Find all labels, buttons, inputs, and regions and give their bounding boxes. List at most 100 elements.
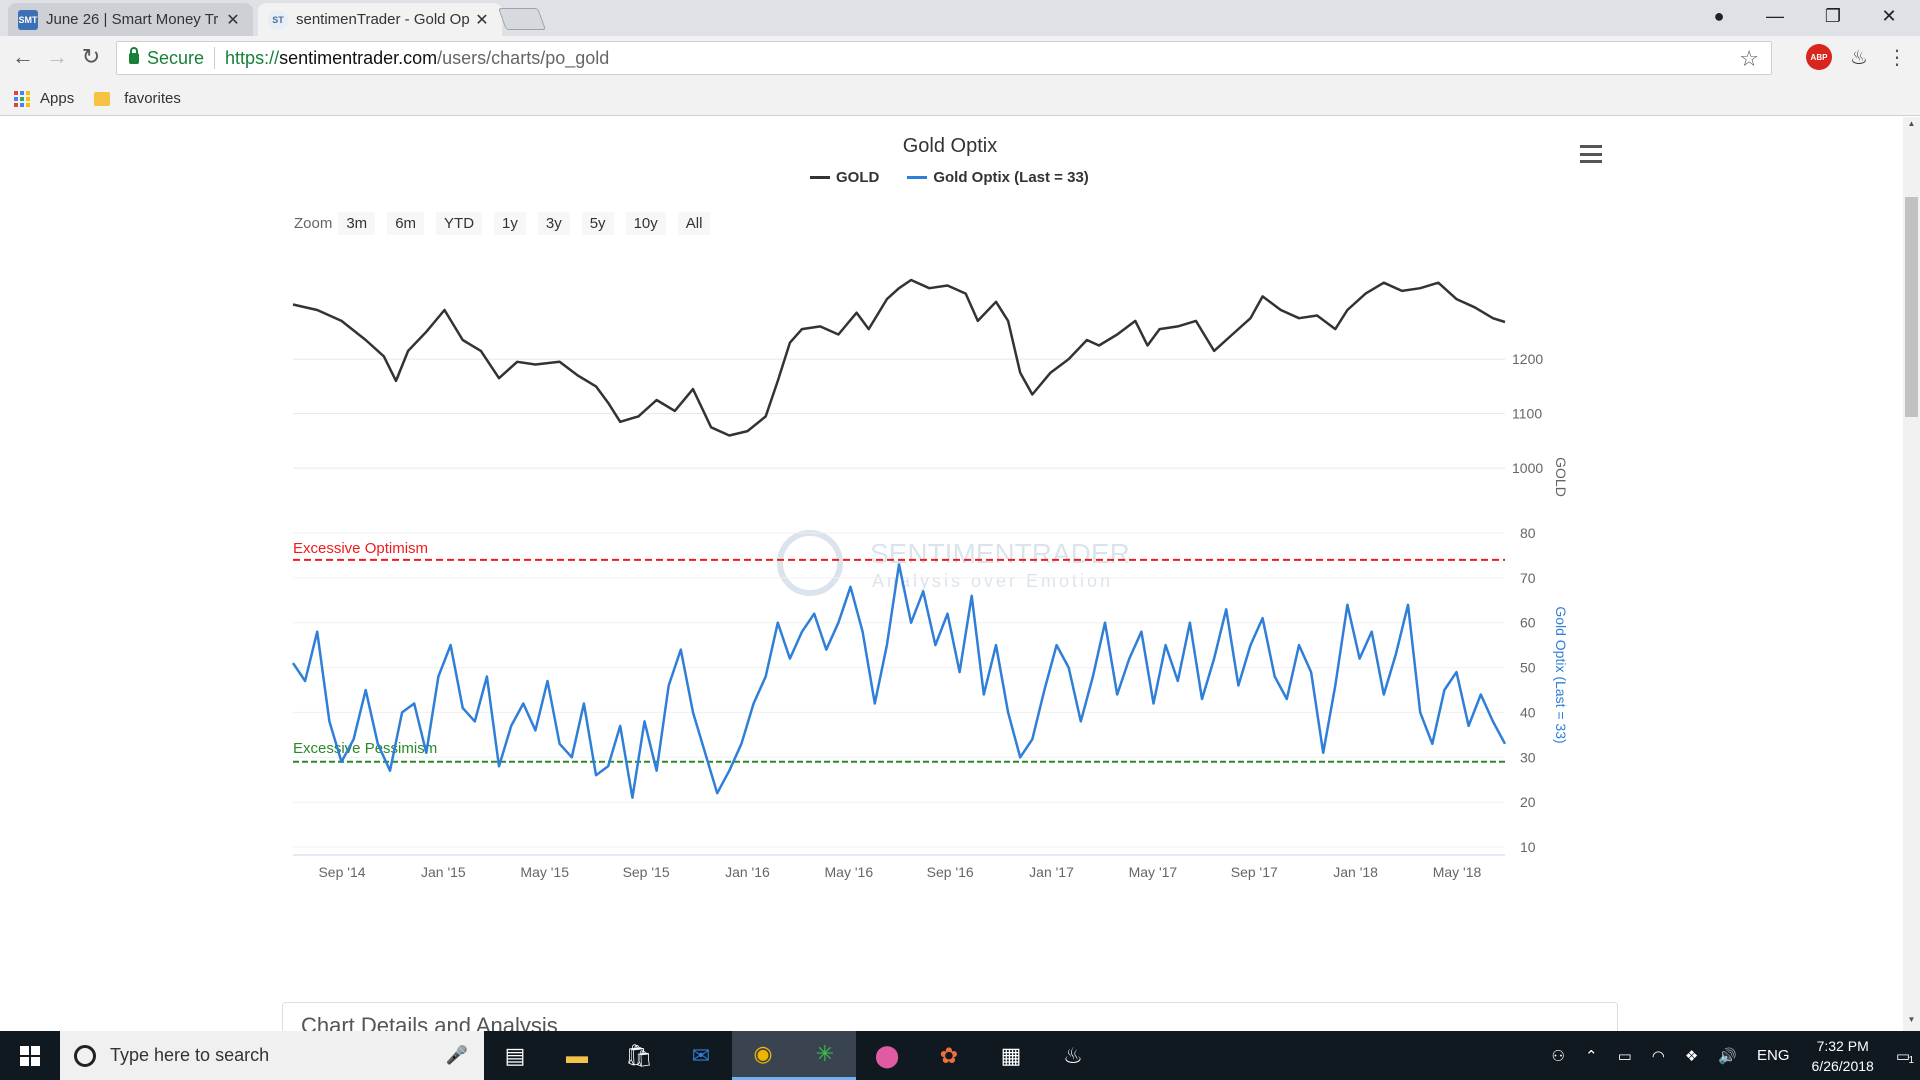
restore-button[interactable]: ❐ xyxy=(1824,5,1842,26)
smt-favicon-icon: SMT xyxy=(18,9,38,30)
watermark-title: SENTIMENTRADER xyxy=(870,538,1130,569)
zoom-label: Zoom xyxy=(294,215,333,232)
flame-extension-icon[interactable]: ♨ xyxy=(1850,46,1868,69)
page-scrollbar-thumb[interactable] xyxy=(1905,197,1918,417)
windows-taskbar: Type here to search 🎤 ▤ ▬ 🛍 ✉ ◉ ✳ ⬤ ✿ ▦ … xyxy=(0,1031,1920,1080)
gold-optix-chart[interactable]: SENTIMENTRADER Analysis over Emotion GOL… xyxy=(0,117,1900,880)
zoom-5y-button[interactable]: 5y xyxy=(581,212,614,235)
file-explorer-icon[interactable]: ▬ xyxy=(566,1042,588,1068)
tab-sentimentrader[interactable]: ST sentimenTrader - Gold Op ✕ xyxy=(258,3,502,36)
url-host: sentimentrader.com xyxy=(279,47,438,68)
zoom-10y-button[interactable]: 10y xyxy=(625,212,666,235)
cortana-icon xyxy=(74,1044,96,1067)
x-tick-label: Sep '15 xyxy=(623,864,670,880)
folder-icon xyxy=(94,91,111,106)
zoom-3m-button[interactable]: 3m xyxy=(338,212,376,235)
new-tab-button[interactable] xyxy=(497,8,547,30)
x-tick-label: Jan '17 xyxy=(1029,864,1074,880)
x-tick-label: May '16 xyxy=(825,864,874,880)
gold-tick-label: 1200 xyxy=(1512,351,1543,367)
forward-arrow-icon[interactable]: → xyxy=(46,44,68,69)
maps-pin-icon[interactable]: ⬤ xyxy=(874,1042,900,1068)
chrome-menu-icon[interactable]: ⋮ xyxy=(1887,46,1907,69)
page-scrollbar[interactable]: ▲ ▼ xyxy=(1903,117,1920,1031)
chart-legend: GOLD Gold Optix (Last = 33) xyxy=(810,169,1089,186)
tab-smart-money[interactable]: SMT June 26 | Smart Money Tr ✕ xyxy=(8,3,253,36)
outlook-icon[interactable]: ✉ xyxy=(691,1042,711,1068)
back-arrow-icon[interactable]: ← xyxy=(12,44,34,69)
bookmark-favorites[interactable]: favorites xyxy=(124,90,181,107)
close-tab-icon[interactable]: ✕ xyxy=(475,11,489,29)
microphone-icon[interactable]: 🎤 xyxy=(445,1045,468,1065)
minimize-button[interactable]: — xyxy=(1766,5,1784,26)
legend-label: GOLD xyxy=(836,169,880,186)
browser-toolbar: ← → ↻ Secure https://sentimentrader.com /… xyxy=(0,36,1920,82)
zoom-all-button[interactable]: All xyxy=(677,212,711,235)
x-tick-label: Jan '15 xyxy=(421,864,466,880)
legend-item-optix[interactable]: Gold Optix (Last = 33) xyxy=(907,169,1089,186)
clock-time: 7:32 PM xyxy=(1816,1037,1869,1054)
taskbar-search-box[interactable]: Type here to search 🎤 xyxy=(60,1031,484,1080)
optix-tick-label: 40 xyxy=(1520,704,1536,720)
bookmark-apps[interactable]: Apps xyxy=(40,90,75,107)
secure-label: Secure xyxy=(147,47,205,68)
x-tick-label: Sep '17 xyxy=(1231,864,1278,880)
optix-tick-label: 50 xyxy=(1520,660,1536,676)
store-icon[interactable]: 🛍 xyxy=(625,1042,653,1068)
task-view-icon[interactable]: ▤ xyxy=(504,1042,526,1068)
address-bar[interactable]: Secure https://sentimentrader.com/users/… xyxy=(116,41,1772,75)
url-scheme: https:// xyxy=(225,47,280,68)
clock[interactable]: 7:32 PM 6/26/2018 xyxy=(1800,1036,1886,1076)
flame-app-icon[interactable]: ♨ xyxy=(1063,1042,1083,1068)
dropbox-icon[interactable]: ❖ xyxy=(1684,1047,1699,1065)
x-tick-label: Sep '16 xyxy=(927,864,974,880)
close-window-button[interactable]: ✕ xyxy=(1881,5,1897,26)
optix-tick-label: 30 xyxy=(1520,749,1536,765)
photos-app-icon[interactable]: ✿ xyxy=(939,1042,959,1068)
legend-label: Gold Optix (Last = 33) xyxy=(933,169,1089,186)
scroll-up-arrow-icon[interactable]: ▲ xyxy=(1907,119,1916,128)
gold-axis-title: GOLD xyxy=(1553,457,1569,497)
people-icon[interactable]: ⚇ xyxy=(1551,1047,1565,1065)
zoom-6m-button[interactable]: 6m xyxy=(387,212,425,235)
excessive-pessimism-label: Excessive Pessimism xyxy=(293,740,437,757)
optix-tick-label: 80 xyxy=(1520,525,1536,541)
legend-item-gold[interactable]: GOLD xyxy=(810,169,879,186)
gold-series-line[interactable] xyxy=(292,278,1506,437)
chart-menu-icon[interactable] xyxy=(1580,145,1602,163)
optix-tick-label: 20 xyxy=(1520,794,1536,810)
apps-grid-icon[interactable] xyxy=(14,90,30,107)
volume-icon[interactable]: 🔊 xyxy=(1718,1047,1737,1065)
system-tray: ⚇ ⌃ ▭ ◠ ❖ 🔊 ENG 7:32 PM 6/26/2018 ▭ 1 xyxy=(1542,1031,1920,1080)
wifi-icon[interactable]: ◠ xyxy=(1651,1047,1665,1065)
zoom-3y-button[interactable]: 3y xyxy=(537,212,570,235)
bookmark-star-icon[interactable]: ☆ xyxy=(1739,46,1759,71)
profile-icon[interactable]: ● xyxy=(1713,5,1725,26)
notifications-icon[interactable]: ▭ 1 xyxy=(1895,1047,1914,1066)
language-indicator[interactable]: ENG xyxy=(1757,1047,1790,1064)
adblock-extension-icon[interactable]: ABP xyxy=(1806,44,1832,70)
gold-optix-series-line[interactable] xyxy=(291,563,1507,799)
tab-title: June 26 | Smart Money Tr xyxy=(46,11,219,28)
close-tab-icon[interactable]: ✕ xyxy=(226,11,240,29)
url-path: /users/charts/po_gold xyxy=(437,47,610,68)
finance-app-icon[interactable]: ✳ xyxy=(794,1031,856,1080)
chart-title: Gold Optix xyxy=(902,135,998,157)
chrome-icon[interactable]: ◉ xyxy=(732,1031,794,1080)
show-hidden-icons-icon[interactable]: ⌃ xyxy=(1585,1047,1598,1065)
taskbar-search-placeholder: Type here to search xyxy=(110,1045,270,1065)
zoom-ytd-button[interactable]: YTD xyxy=(436,212,483,235)
sentimentrader-watermark: SENTIMENTRADER Analysis over Emotion xyxy=(777,530,1130,596)
reload-icon[interactable]: ↻ xyxy=(81,44,101,69)
address-separator xyxy=(214,47,216,69)
zoom-selector: Zoom 3m 6m YTD 1y 3y 5y 10y All xyxy=(294,212,722,235)
x-tick-label: Jan '18 xyxy=(1333,864,1378,880)
gold-tick-label: 1100 xyxy=(1512,406,1542,422)
calculator-icon[interactable]: ▦ xyxy=(1000,1042,1022,1068)
zoom-1y-button[interactable]: 1y xyxy=(494,212,526,235)
lock-icon xyxy=(129,46,139,64)
start-button[interactable] xyxy=(0,1031,60,1080)
scroll-down-arrow-icon[interactable]: ▼ xyxy=(1907,1015,1916,1024)
sentimentrader-favicon-icon: ST xyxy=(268,9,288,30)
battery-icon[interactable]: ▭ xyxy=(1617,1047,1632,1065)
